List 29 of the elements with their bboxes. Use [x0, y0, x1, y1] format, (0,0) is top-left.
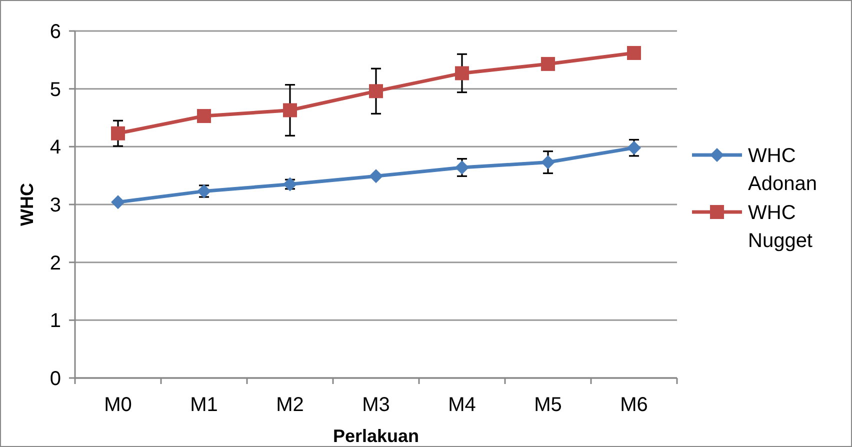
- y-tick-label: 3: [50, 194, 61, 216]
- y-tick-label: 5: [50, 78, 61, 101]
- point: [369, 169, 383, 184]
- point: [627, 46, 641, 60]
- x-axis-title: Perlakuan: [332, 426, 420, 446]
- y-tick-label: 0: [50, 368, 61, 390]
- point: [111, 126, 125, 140]
- y-tick-label: 6: [50, 21, 61, 43]
- y-tick-label: 1: [50, 310, 61, 332]
- point: [541, 56, 555, 71]
- point: [455, 66, 469, 80]
- point: [541, 155, 555, 170]
- legend-label: WHC Adonan: [748, 145, 817, 195]
- x-tick-label: M4: [448, 394, 476, 416]
- x-tick-label: M2: [276, 394, 304, 416]
- x-tick-label: M1: [190, 394, 218, 416]
- point: [197, 109, 211, 124]
- point: [283, 103, 297, 118]
- x-tick-label: M5: [534, 394, 562, 416]
- x-tick-label: M0: [104, 394, 132, 416]
- y-tick-label: 2: [50, 252, 61, 274]
- x-tick-label: M6: [620, 394, 648, 416]
- point: [455, 160, 469, 174]
- x-tick-label: M3: [362, 394, 390, 416]
- point: [369, 84, 383, 98]
- y-axis-title: WHC: [17, 183, 37, 226]
- y-tick-label: 4: [50, 136, 61, 159]
- point: [111, 195, 125, 210]
- legend-label: WHC Nugget: [748, 202, 813, 252]
